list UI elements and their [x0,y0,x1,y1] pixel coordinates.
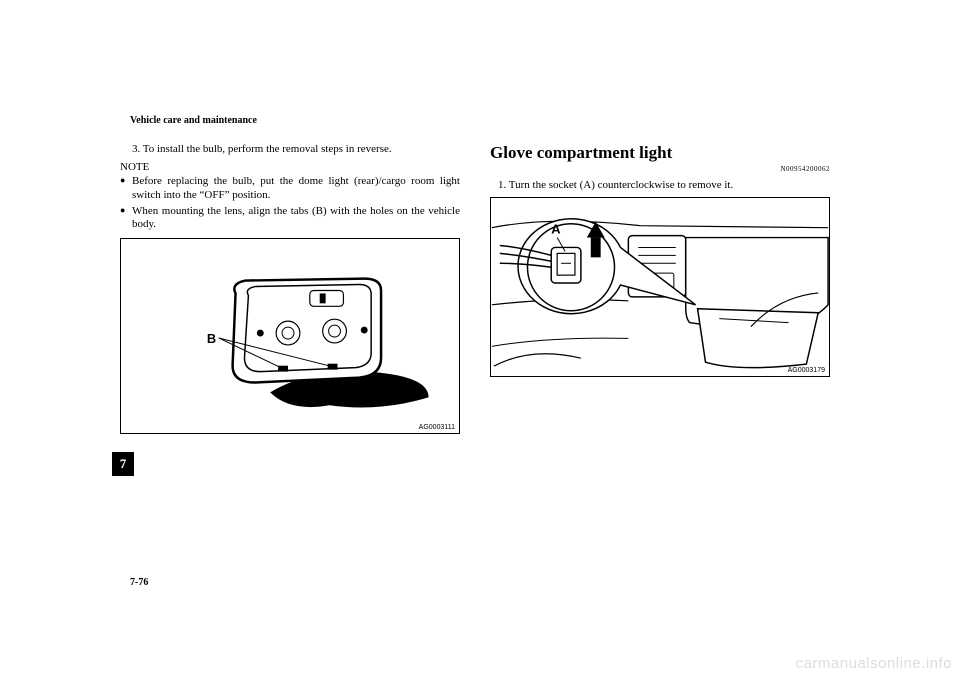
two-column-layout: 3. To install the bulb, perform the remo… [120,143,840,434]
step-1-text: 1. Turn the socket (A) counterclockwise … [498,179,830,191]
figure-right-caption: AG0003179 [788,367,825,374]
page-number: 7-76 [130,577,148,588]
left-column: 3. To install the bulb, perform the remo… [120,143,460,434]
note-bullets: Before replacing the bulb, put the dome … [120,175,460,232]
note-label: NOTE [120,161,460,173]
chapter-tab: 7 [112,452,134,476]
step-3-text: 3. To install the bulb, perform the remo… [132,143,460,155]
glove-box-illustration: A [491,198,829,376]
section-heading: Glove compartment light [490,143,830,163]
figure-left: B AG0003111 [120,238,460,434]
figure-label-b: B [207,331,216,346]
dome-light-illustration: B [121,239,459,433]
figure-label-a: A [551,222,560,237]
running-head: Vehicle care and maintenance [130,115,257,126]
note-bullet-2: When mounting the lens, align the tabs (… [120,205,460,233]
figure-left-caption: AG0003111 [419,424,455,431]
doc-id: N00954200062 [490,165,830,173]
right-column: Glove compartment light N00954200062 1. … [490,143,830,434]
note-bullet-1: Before replacing the bulb, put the dome … [120,175,460,203]
manual-page: Vehicle care and maintenance 3. To insta… [0,0,960,678]
watermark: carmanualsonline.info [796,655,952,672]
figure-right: A AG0003179 [490,197,830,377]
